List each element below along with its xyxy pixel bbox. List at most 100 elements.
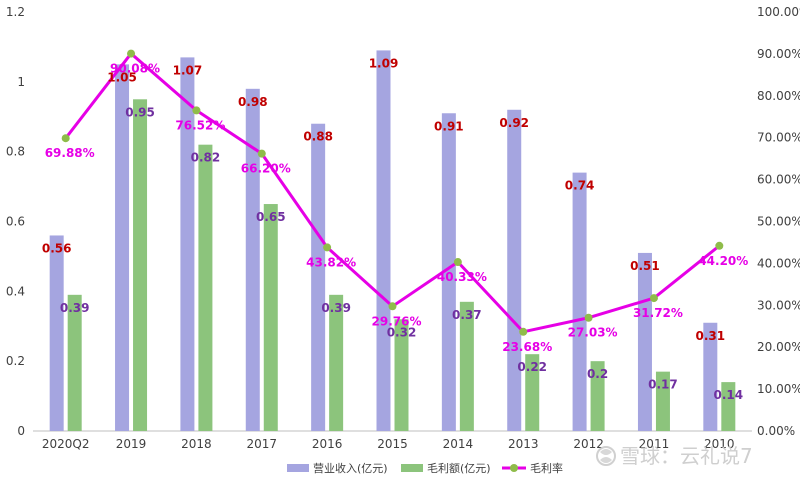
x-tick-label: 2018 bbox=[181, 437, 212, 451]
gross-profit-data-label: 0.37 bbox=[452, 308, 482, 322]
right-y-tick-label: 100.00% bbox=[757, 5, 800, 19]
gross-profit-data-label: 0.2 bbox=[587, 367, 608, 381]
gross-margin-point bbox=[453, 258, 462, 267]
gross-margin-point bbox=[257, 149, 266, 158]
x-tick-label: 2011 bbox=[639, 437, 670, 451]
gross-margin-point bbox=[715, 241, 724, 250]
gross-margin-data-label: 40.33% bbox=[437, 270, 487, 284]
gross-margin-point bbox=[127, 49, 136, 58]
left-y-tick-label: 0.8 bbox=[6, 145, 25, 159]
line-series-group bbox=[61, 49, 724, 336]
revenue-data-label: 0.91 bbox=[434, 119, 464, 133]
right-y-tick-label: 50.00% bbox=[757, 215, 800, 229]
bar-series bbox=[49, 50, 736, 432]
gross-margin-point bbox=[323, 243, 332, 252]
revenue-data-label: 0.74 bbox=[565, 179, 595, 193]
x-tick-label: 2015 bbox=[377, 437, 408, 451]
gross-profit-data-label: 0.82 bbox=[191, 151, 221, 165]
right-y-tick-label: 0.00% bbox=[757, 424, 795, 438]
revenue-bar bbox=[441, 113, 456, 431]
revenue-data-label: 0.88 bbox=[303, 130, 333, 144]
gross-margin-point bbox=[192, 106, 201, 115]
x-tick-label: 2016 bbox=[312, 437, 343, 451]
right-y-tick-label: 60.00% bbox=[757, 173, 800, 187]
left-y-tick-label: 0.4 bbox=[6, 284, 25, 298]
left-y-axis: 0 0.2 0.4 0.6 0.8 1 1.2 bbox=[6, 5, 25, 438]
right-y-tick-label: 80.00% bbox=[757, 89, 800, 103]
gross-profit-bar bbox=[263, 204, 278, 431]
revenue-data-label: 0.56 bbox=[42, 241, 72, 255]
revenue-data-label: 0.92 bbox=[499, 116, 529, 130]
gross-profit-bar bbox=[329, 294, 344, 431]
left-y-tick-label: 0.6 bbox=[6, 215, 25, 229]
right-y-tick-label: 90.00% bbox=[757, 47, 800, 61]
gross-profit-bar bbox=[590, 361, 605, 431]
revenue-bar bbox=[245, 88, 260, 432]
revenue-bar bbox=[637, 252, 652, 431]
revenue-data-label: 0.98 bbox=[238, 95, 268, 109]
x-tick-label: 2017 bbox=[246, 437, 277, 451]
revenue-bar bbox=[507, 109, 522, 432]
left-y-tick-label: 1 bbox=[17, 75, 25, 89]
data-labels: 0.56 0.39 1.05 0.95 1.07 0.82 0.98 0.65 0.88 0.39… bbox=[42, 56, 748, 402]
gross-profit-data-label: 0.17 bbox=[648, 378, 678, 392]
gross-margin-point bbox=[649, 294, 658, 303]
legend-label-gross-profit: 毛利额(亿元) bbox=[427, 462, 491, 475]
revenue-data-label: 0.31 bbox=[696, 329, 726, 343]
right-y-tick-label: 20.00% bbox=[757, 340, 800, 354]
watermark-text: 雪球：云礼说7 bbox=[620, 444, 753, 468]
gross-profit-bar bbox=[459, 301, 474, 431]
gross-profit-bar bbox=[394, 319, 409, 431]
watermark: 雪球：云礼说7 bbox=[596, 444, 753, 468]
gross-profit-data-label: 0.65 bbox=[256, 210, 286, 224]
revenue-bar bbox=[572, 172, 587, 431]
legend-label-revenue: 营业收入(亿元) bbox=[313, 461, 388, 475]
revenue-data-label: 1.05 bbox=[107, 70, 137, 84]
legend: 营业收入(亿元) 毛利额(亿元) 毛利率 bbox=[287, 461, 563, 475]
x-tick-label: 2019 bbox=[116, 437, 147, 451]
right-y-tick-label: 70.00% bbox=[757, 131, 800, 145]
x-tick-label: 2014 bbox=[443, 437, 474, 451]
x-tick-label: 2012 bbox=[573, 437, 604, 451]
gross-profit-data-label: 0.39 bbox=[60, 301, 90, 315]
right-y-tick-label: 10.00% bbox=[757, 382, 800, 396]
gross-profit-data-label: 0.14 bbox=[714, 388, 744, 402]
revenue-bar bbox=[703, 322, 718, 431]
gross-margin-data-label: 44.20% bbox=[698, 254, 748, 268]
gross-margin-point bbox=[388, 302, 397, 311]
left-y-tick-label: 0.2 bbox=[6, 354, 25, 368]
gross-profit-bar bbox=[198, 144, 213, 431]
x-tick-label: 2020Q2 bbox=[42, 437, 90, 451]
gross-profit-bar bbox=[67, 294, 82, 431]
left-y-tick-label: 1.2 bbox=[6, 5, 25, 19]
gross-margin-data-label: 31.72% bbox=[633, 306, 683, 320]
gross-margin-data-label: 69.88% bbox=[45, 146, 95, 160]
gross-margin-data-label: 43.82% bbox=[306, 255, 356, 269]
gross-profit-bar bbox=[133, 99, 148, 432]
revenue-data-label: 0.51 bbox=[630, 259, 660, 273]
gross-margin-data-label: 76.52% bbox=[175, 118, 225, 132]
gross-margin-data-label: 90.08% bbox=[110, 62, 160, 76]
gross-profit-data-label: 0.22 bbox=[517, 360, 547, 374]
revenue-data-label: 1.07 bbox=[173, 63, 203, 77]
legend-label-gross-margin: 毛利率 bbox=[530, 461, 563, 475]
gross-margin-data-label: 29.76% bbox=[372, 314, 422, 328]
revenue-bar bbox=[180, 57, 195, 432]
revenue-bar bbox=[49, 235, 64, 431]
revenue-data-label: 1.09 bbox=[369, 56, 399, 70]
gross-profit-bar bbox=[655, 371, 670, 431]
right-y-axis: 0.00% 10.00% 20.00% 30.00% 40.00% 50.00% 60.00… bbox=[757, 5, 800, 438]
gross-margin-data-label: 66.20% bbox=[241, 162, 291, 176]
x-axis-ticks: 2020Q2 2019 2018 2017 2016 2015 2014 2013 2012 20… bbox=[42, 437, 735, 451]
gross-margin-point bbox=[584, 313, 593, 322]
gross-margin-data-label: 27.03% bbox=[568, 326, 618, 340]
right-y-tick-label: 40.00% bbox=[757, 256, 800, 270]
legend-swatch-revenue bbox=[287, 464, 309, 472]
right-y-tick-label: 30.00% bbox=[757, 298, 800, 312]
revenue-bar bbox=[311, 123, 326, 431]
legend-swatch-margin-point bbox=[510, 464, 518, 472]
snowball-logo-icon bbox=[596, 446, 616, 466]
gross-margin-point bbox=[61, 134, 70, 143]
gross-profit-bar bbox=[525, 354, 540, 431]
